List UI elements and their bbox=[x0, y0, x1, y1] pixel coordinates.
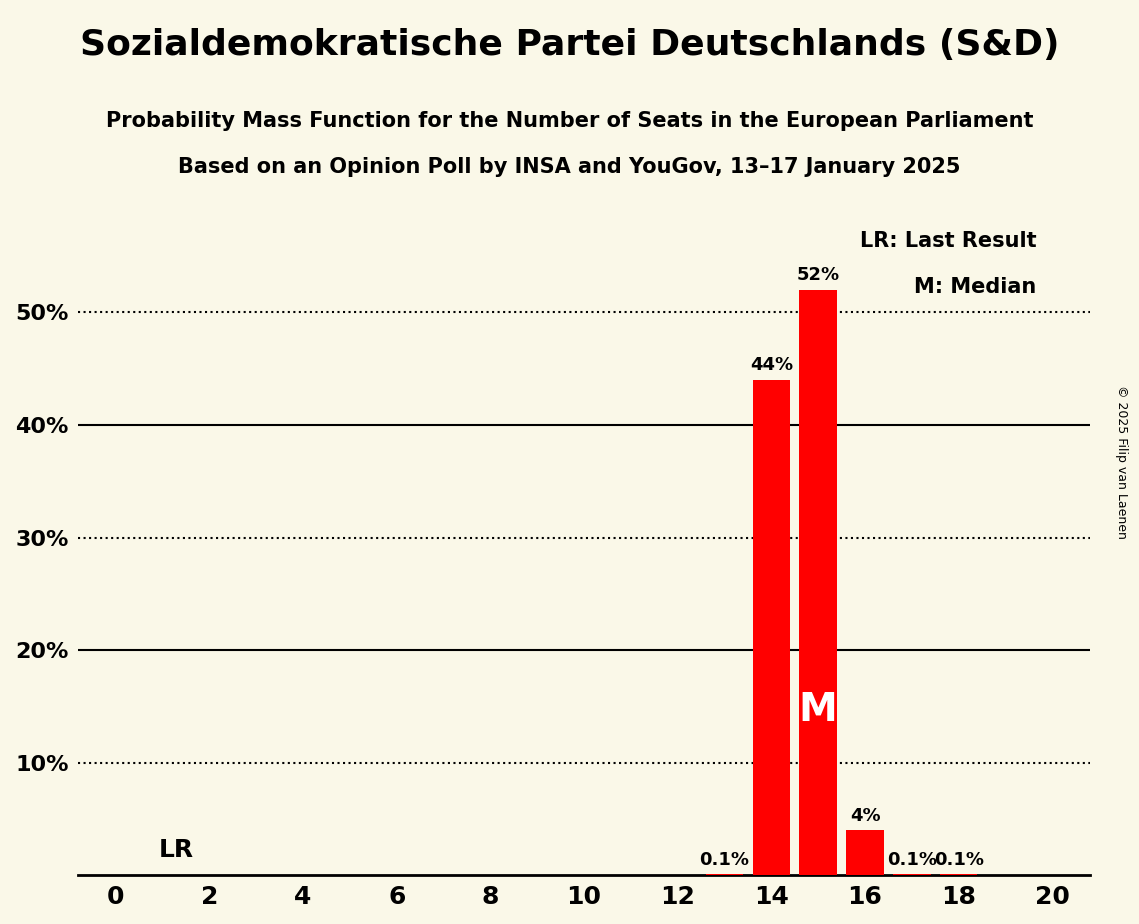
Text: 0.1%: 0.1% bbox=[887, 850, 937, 869]
Text: 44%: 44% bbox=[749, 357, 793, 374]
Text: Based on an Opinion Poll by INSA and YouGov, 13–17 January 2025: Based on an Opinion Poll by INSA and You… bbox=[178, 157, 961, 177]
Text: 0.1%: 0.1% bbox=[699, 850, 749, 869]
Bar bbox=[846, 831, 884, 875]
Text: LR: LR bbox=[159, 838, 195, 862]
Bar bbox=[706, 874, 744, 875]
Text: Probability Mass Function for the Number of Seats in the European Parliament: Probability Mass Function for the Number… bbox=[106, 111, 1033, 131]
Bar bbox=[940, 874, 977, 875]
Text: LR: Last Result: LR: Last Result bbox=[860, 231, 1036, 251]
Bar bbox=[800, 290, 837, 875]
Text: M: Median: M: Median bbox=[915, 277, 1036, 298]
Text: M: M bbox=[798, 691, 837, 729]
Bar bbox=[753, 380, 790, 875]
Text: 52%: 52% bbox=[796, 266, 839, 285]
Text: Sozialdemokratische Partei Deutschlands (S&D): Sozialdemokratische Partei Deutschlands … bbox=[80, 28, 1059, 62]
Text: 0.1%: 0.1% bbox=[934, 850, 984, 869]
Text: 4%: 4% bbox=[850, 807, 880, 824]
Bar bbox=[893, 874, 931, 875]
Text: © 2025 Filip van Laenen: © 2025 Filip van Laenen bbox=[1115, 385, 1129, 539]
